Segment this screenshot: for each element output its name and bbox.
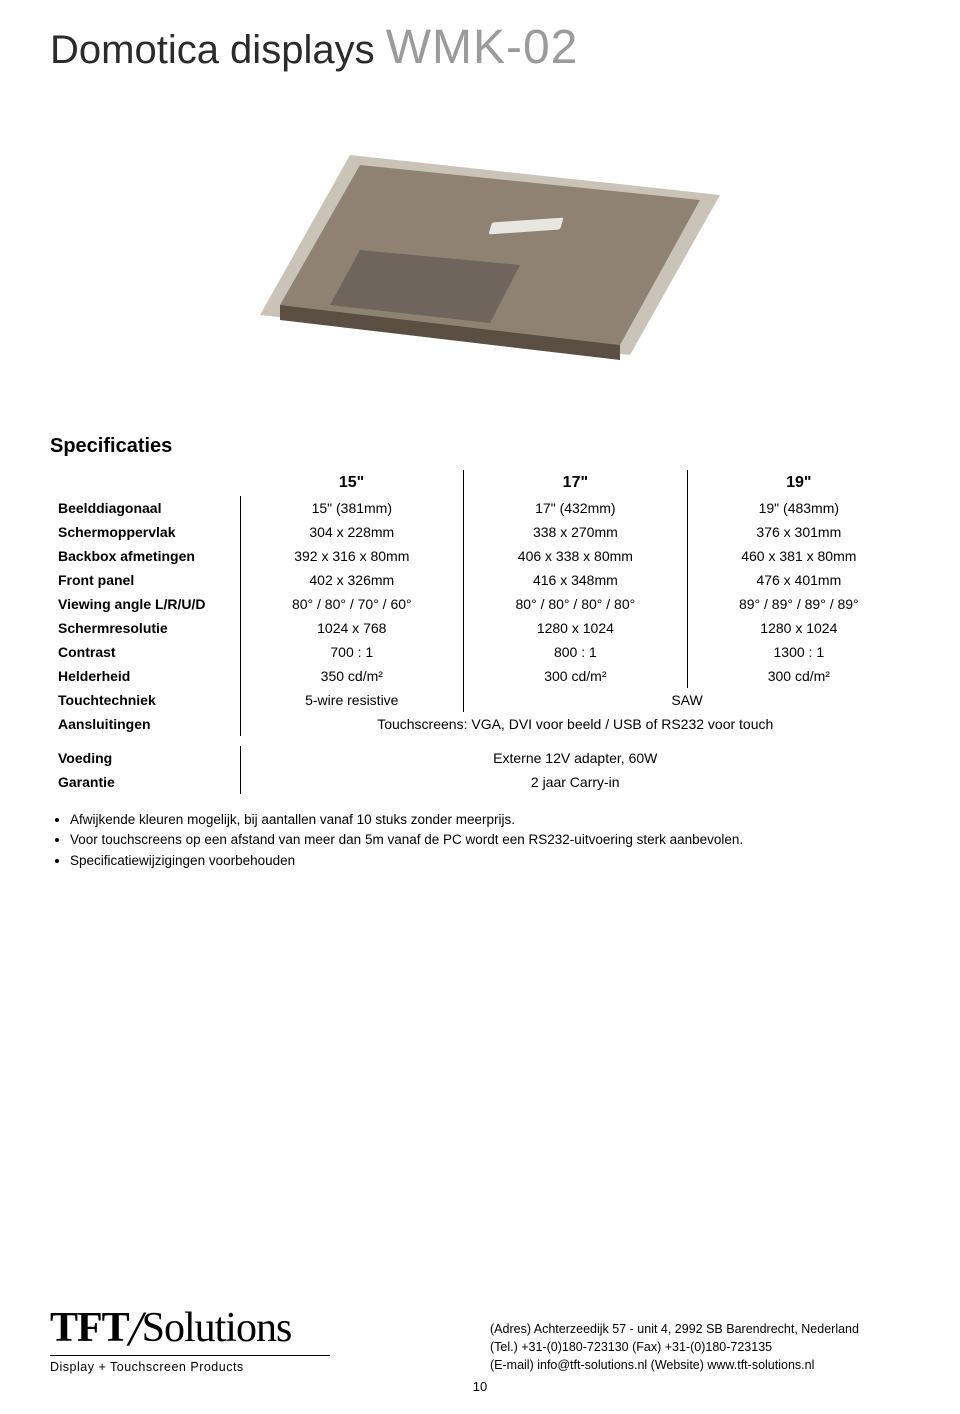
contact-email: (E-mail) info@tft-solutions.nl (Website)… xyxy=(490,1356,910,1374)
brand-solutions: Solutions xyxy=(142,1305,292,1351)
note-item: Voor touchscreens op een afstand van mee… xyxy=(70,830,910,850)
table-cell: 1300 : 1 xyxy=(687,640,910,664)
notes-list: Afwijkende kleuren mogelijk, bij aantall… xyxy=(70,810,910,871)
table-cell: 1280 x 1024 xyxy=(687,616,910,640)
title-grey: WMK-02 xyxy=(386,21,579,74)
title-dark: Domotica displays xyxy=(50,28,386,72)
table-row: Beelddiagonaal15" (381mm)17" (432mm)19" … xyxy=(50,496,910,520)
row-label: Garantie xyxy=(50,770,240,794)
row-label: Voeding xyxy=(50,746,240,770)
table-header-row: 15" 17" 19" xyxy=(50,470,910,496)
col-header-17: 17" xyxy=(464,470,688,496)
contact-address: (Adres) Achterzeedijk 57 - unit 4, 2992 … xyxy=(490,1320,910,1338)
row-touchtechniek: Touchtechniek 5-wire resistive SAW xyxy=(50,688,910,712)
spec-heading: Specificaties xyxy=(50,435,910,458)
table-cell: 350 cd/m² xyxy=(240,664,464,688)
table-cell: 300 cd/m² xyxy=(687,664,910,688)
table-cell: 460 x 381 x 80mm xyxy=(687,544,910,568)
brand-tft: TFT xyxy=(50,1305,129,1351)
table-row: Schermoppervlak304 x 228mm338 x 270mm376… xyxy=(50,520,910,544)
table-cell: 402 x 326mm xyxy=(240,568,464,592)
note-item: Afwijkende kleuren mogelijk, bij aantall… xyxy=(70,810,910,830)
product-image xyxy=(200,105,760,385)
row-voeding: Voeding Externe 12V adapter, 60W xyxy=(50,746,910,770)
table-cell: 19" (483mm) xyxy=(687,496,910,520)
table-cell: 416 x 348mm xyxy=(464,568,688,592)
table-cell: 392 x 316 x 80mm xyxy=(240,544,464,568)
contact-phone: (Tel.) +31-(0)180-723130 (Fax) +31-(0)18… xyxy=(490,1338,910,1356)
page-number: 10 xyxy=(473,1379,487,1394)
row-label: Aansluitingen xyxy=(50,712,240,736)
table-row: Schermresolutie1024 x 7681280 x 10241280… xyxy=(50,616,910,640)
table-cell: 80° / 80° / 70° / 60° xyxy=(240,592,464,616)
table-row: Contrast700 : 1800 : 11300 : 1 xyxy=(50,640,910,664)
table-cell: 376 x 301mm xyxy=(687,520,910,544)
row-label: Backbox afmetingen xyxy=(50,544,240,568)
note-item: Specificatiewijzigingen voorbehouden xyxy=(70,851,910,871)
row-aansluitingen: Aansluitingen Touchscreens: VGA, DVI voo… xyxy=(50,712,910,736)
cell-touch-23: SAW xyxy=(464,688,910,712)
table-cell: 89° / 89° / 89° / 89° xyxy=(687,592,910,616)
footer-contact: (Adres) Achterzeedijk 57 - unit 4, 2992 … xyxy=(490,1320,910,1374)
table-cell: 338 x 270mm xyxy=(464,520,688,544)
cell-touch-1: 5-wire resistive xyxy=(240,688,464,712)
brand-text: TFT/Solutions xyxy=(50,1295,330,1353)
table-cell: 300 cd/m² xyxy=(464,664,688,688)
table-cell: 406 x 338 x 80mm xyxy=(464,544,688,568)
cell-aansluitingen: Touchscreens: VGA, DVI voor beeld / USB … xyxy=(240,712,910,736)
cell-voeding: Externe 12V adapter, 60W xyxy=(240,746,910,770)
row-label: Touchtechniek xyxy=(50,688,240,712)
brand-tagline: Display + Touchscreen Products xyxy=(50,1355,330,1374)
table-cell: 15" (381mm) xyxy=(240,496,464,520)
row-label: Helderheid xyxy=(50,664,240,688)
table-cell: 800 : 1 xyxy=(464,640,688,664)
table-cell: 476 x 401mm xyxy=(687,568,910,592)
spec-table: 15" 17" 19" Beelddiagonaal15" (381mm)17"… xyxy=(50,470,910,794)
footer-logo: TFT/Solutions Display + Touchscreen Prod… xyxy=(50,1295,330,1374)
row-label: Viewing angle L/R/U/D xyxy=(50,592,240,616)
row-garantie: Garantie 2 jaar Carry-in xyxy=(50,770,910,794)
row-label: Beelddiagonaal xyxy=(50,496,240,520)
col-header-19: 19" xyxy=(687,470,910,496)
table-cell: 1024 x 768 xyxy=(240,616,464,640)
slash-icon: / xyxy=(129,1299,142,1357)
page-title: Domotica displays WMK-02 xyxy=(50,20,910,75)
row-label: Schermresolutie xyxy=(50,616,240,640)
cell-garantie: 2 jaar Carry-in xyxy=(240,770,910,794)
table-cell: 304 x 228mm xyxy=(240,520,464,544)
table-row: Front panel402 x 326mm416 x 348mm476 x 4… xyxy=(50,568,910,592)
table-cell: 80° / 80° / 80° / 80° xyxy=(464,592,688,616)
col-header-15: 15" xyxy=(240,470,464,496)
table-row: Helderheid350 cd/m²300 cd/m²300 cd/m² xyxy=(50,664,910,688)
footer: TFT/Solutions Display + Touchscreen Prod… xyxy=(50,1295,910,1374)
row-label: Front panel xyxy=(50,568,240,592)
table-cell: 1280 x 1024 xyxy=(464,616,688,640)
row-label: Schermoppervlak xyxy=(50,520,240,544)
table-cell: 17" (432mm) xyxy=(464,496,688,520)
row-label: Contrast xyxy=(50,640,240,664)
table-row: Viewing angle L/R/U/D80° / 80° / 70° / 6… xyxy=(50,592,910,616)
table-row: Backbox afmetingen392 x 316 x 80mm406 x … xyxy=(50,544,910,568)
table-cell: 700 : 1 xyxy=(240,640,464,664)
